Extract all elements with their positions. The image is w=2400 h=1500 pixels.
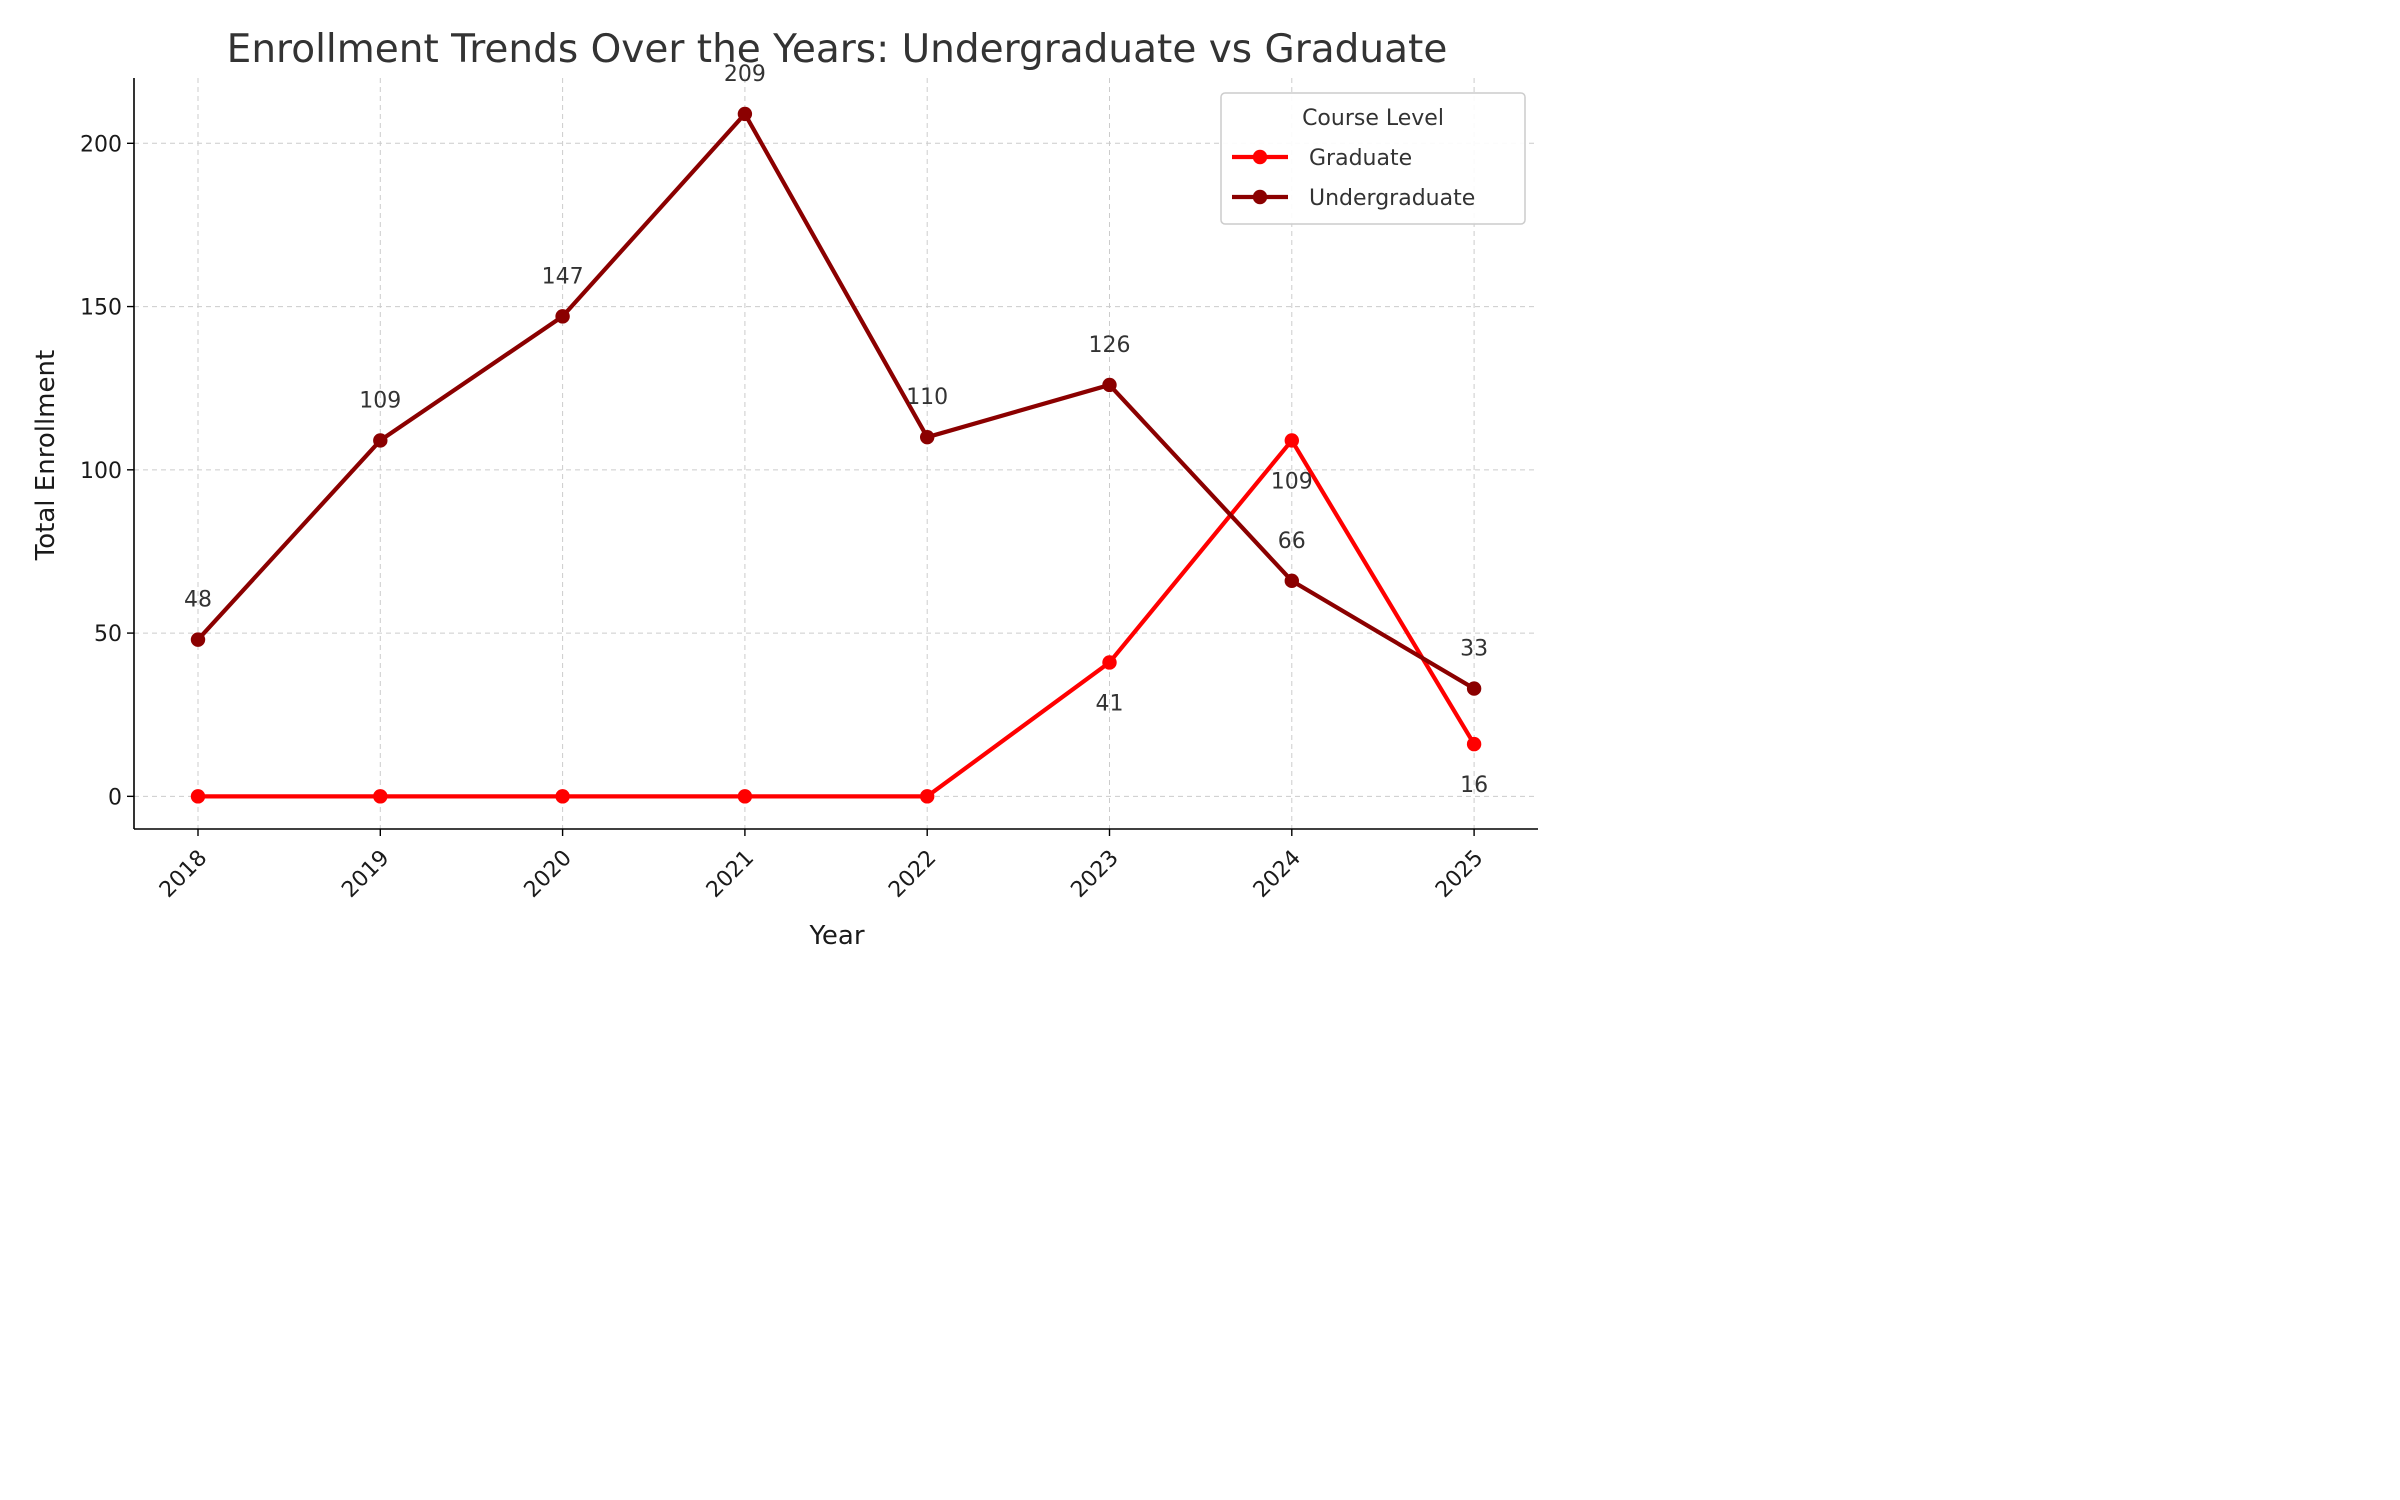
graduate-point [190, 789, 206, 804]
legend-marker-undergraduate [1252, 189, 1268, 205]
graduate-point [737, 789, 753, 804]
undergraduate-data-label: 110 [906, 385, 948, 410]
undergraduate-data-label: 33 [1460, 637, 1488, 662]
undergraduate-point [920, 429, 935, 445]
graduate-point [1466, 736, 1482, 752]
x-tick-label: 2019 [337, 846, 394, 903]
x-tick-label: 2025 [1431, 846, 1488, 903]
chart-title: Enrollment Trends Over the Years: Underg… [227, 27, 1448, 72]
series [190, 106, 1482, 804]
x-tick-label: 2020 [520, 846, 577, 903]
y-tick-label: 200 [80, 132, 122, 157]
undergraduate-data-label: 66 [1278, 529, 1306, 554]
graduate-point [555, 789, 570, 804]
undergraduate-point [1284, 573, 1300, 589]
undergraduate-point [1466, 681, 1482, 696]
undergraduate-data-label: 126 [1089, 333, 1131, 358]
graduate-data-label: 41 [1096, 691, 1124, 716]
graduate-point [1284, 433, 1300, 448]
data-labels: 41 109 16 48 109 147 209 110 126 66 33 [184, 62, 1488, 798]
y-axis-label: Total Enrollment [31, 350, 61, 561]
chart-container: 2018 2019 2020 2021 2022 2023 2024 2025 0 50 100 15… [0, 0, 1560, 975]
y-tick-label: 100 [80, 459, 122, 484]
ticks: 2018 2019 2020 2021 2022 2023 2024 2025 0 50 100 15… [80, 132, 1488, 903]
undergraduate-point [1102, 377, 1117, 393]
line-chart: 2018 2019 2020 2021 2022 2023 2024 2025 0 50 100 15… [31, 27, 1538, 951]
y-tick-label: 0 [108, 785, 122, 810]
graduate-point [373, 789, 388, 804]
x-tick-label: 2022 [884, 846, 941, 903]
y-tick-label: 150 [80, 296, 122, 321]
undergraduate-point [737, 106, 753, 122]
x-tick-label: 2018 [155, 846, 212, 903]
x-axis-label: Year [808, 921, 864, 951]
undergraduate-point [555, 309, 570, 324]
legend-label-undergraduate: Undergraduate [1309, 186, 1475, 211]
graduate-point [1102, 655, 1117, 670]
y-tick-label: 50 [94, 622, 122, 647]
undergraduate-data-label: 209 [724, 62, 766, 87]
legend-label-graduate: Graduate [1309, 146, 1412, 171]
graduate-line [195, 438, 1477, 799]
legend: Course Level Graduate Undergraduate [1220, 92, 1526, 225]
undergraduate-data-label: 147 [542, 264, 584, 289]
axes [133, 78, 1538, 830]
undergraduate-line [195, 111, 1477, 691]
graduate-data-label: 16 [1460, 773, 1488, 798]
x-tick-label: 2024 [1249, 846, 1306, 903]
x-tick-label: 2023 [1066, 846, 1123, 903]
graduate-point [920, 789, 935, 804]
undergraduate-point [190, 632, 206, 647]
legend-box [1220, 92, 1526, 225]
legend-title: Course Level [1302, 106, 1444, 131]
x-tick-label: 2021 [702, 846, 759, 903]
undergraduate-data-label: 48 [184, 588, 212, 613]
undergraduate-point [373, 433, 388, 448]
legend-marker-graduate [1252, 149, 1268, 165]
undergraduate-data-label: 109 [359, 388, 401, 413]
graduate-data-label: 109 [1271, 469, 1313, 494]
